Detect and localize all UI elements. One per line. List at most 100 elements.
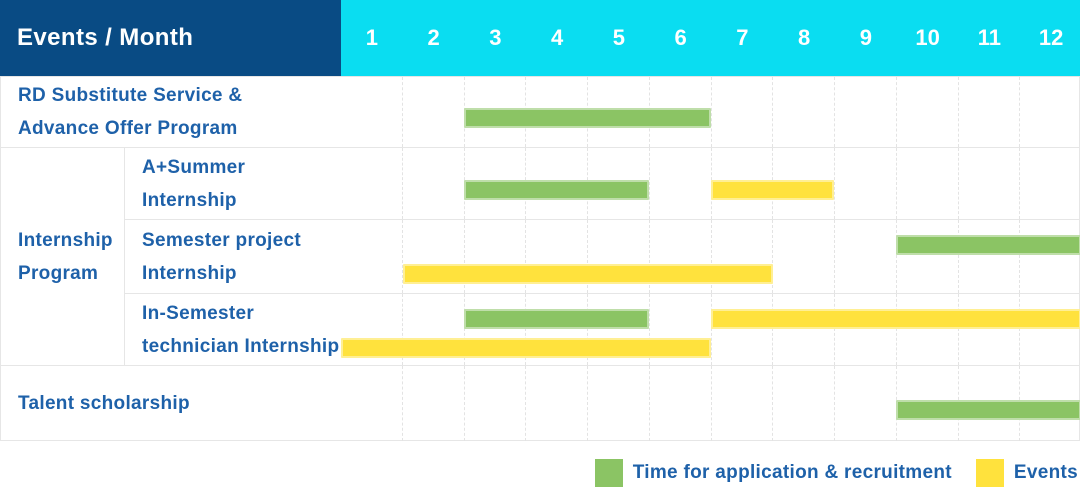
recruitment-bar bbox=[896, 399, 1080, 420]
timeline-in-semester-technician-internship bbox=[341, 293, 1080, 365]
month-label: 11 bbox=[977, 25, 1001, 50]
schedule-table: Events / Month 1 2 3 4 5 6 7 8 9 10 11 12 RD Substi… bbox=[0, 0, 1080, 441]
legend-label-recruitment: Time for application & recruitment bbox=[632, 461, 952, 483]
month-column bbox=[835, 294, 897, 365]
timeline-a-plus-summer-internship bbox=[341, 147, 1080, 219]
month-column bbox=[959, 77, 1021, 147]
month-column bbox=[1020, 148, 1080, 219]
month-column bbox=[465, 220, 527, 293]
month-column bbox=[835, 77, 897, 147]
row-label-in-semester-technician-internship: In-Semester technician Internship bbox=[125, 293, 341, 365]
row-label-rd-substitute-service: RD Substitute Service & Advance Offer Pr… bbox=[1, 76, 341, 147]
recruitment-bar bbox=[464, 108, 711, 128]
month-label: 9 bbox=[859, 25, 872, 50]
legend: Time for application & recruitment Event… bbox=[0, 441, 1080, 494]
month-column bbox=[897, 148, 959, 219]
month-column bbox=[588, 148, 650, 219]
row-label-line: Advance Offer Program bbox=[18, 118, 238, 139]
month-header-row: 1 2 3 4 5 6 7 8 9 10 11 12 bbox=[341, 0, 1080, 76]
month-label: 2 bbox=[427, 25, 440, 50]
page-title: Events / Month bbox=[17, 24, 194, 51]
group-label-line: Internship bbox=[18, 229, 113, 251]
month-label: 6 bbox=[674, 25, 687, 50]
recruitment-bar bbox=[464, 309, 650, 329]
row-label-semester-project-internship: Semester project Internship bbox=[125, 219, 341, 293]
month-column bbox=[897, 220, 959, 293]
group-label-internship-program: Internship Program bbox=[1, 147, 125, 365]
month-column bbox=[773, 148, 835, 219]
month-label: 8 bbox=[798, 25, 811, 50]
month-column bbox=[403, 294, 465, 365]
month-label: 12 bbox=[1038, 25, 1064, 50]
events-bar bbox=[711, 309, 1080, 329]
month-column bbox=[465, 294, 527, 365]
month-column bbox=[403, 77, 465, 147]
month-column bbox=[959, 148, 1021, 219]
month-column bbox=[341, 294, 403, 365]
month-column bbox=[1020, 77, 1080, 147]
month-column bbox=[959, 294, 1021, 365]
month-label: 1 bbox=[365, 25, 378, 50]
month-column bbox=[588, 220, 650, 293]
row-label-line: Talent scholarship bbox=[18, 393, 190, 414]
month-label: 3 bbox=[489, 25, 502, 50]
month-column bbox=[835, 366, 897, 441]
month-column bbox=[341, 366, 403, 441]
month-column bbox=[650, 220, 712, 293]
row-label-line: Semester project bbox=[142, 229, 301, 251]
month-column bbox=[959, 220, 1021, 293]
month-column bbox=[341, 77, 403, 147]
month-column bbox=[526, 294, 588, 365]
month-column bbox=[341, 220, 403, 293]
month-column bbox=[773, 77, 835, 147]
events-bar bbox=[402, 264, 773, 284]
row-label-line: Internship bbox=[142, 189, 237, 211]
row-label-a-plus-summer-internship: A+Summer Internship bbox=[125, 147, 341, 219]
month-label: 5 bbox=[612, 25, 625, 50]
row-label-line: Internship bbox=[142, 262, 237, 284]
month-column bbox=[897, 77, 959, 147]
legend-label-events: Events bbox=[1013, 461, 1078, 483]
month-column bbox=[465, 366, 527, 441]
month-column bbox=[712, 220, 774, 293]
events-bar bbox=[341, 338, 711, 358]
month-gridlines bbox=[341, 220, 1080, 293]
recruitment-color-swatch bbox=[594, 458, 623, 487]
month-column bbox=[341, 148, 403, 219]
month-column bbox=[712, 366, 774, 441]
timeline-rd-substitute-service bbox=[341, 76, 1080, 147]
timeline-semester-project-internship bbox=[341, 219, 1080, 293]
month-column bbox=[1020, 220, 1080, 293]
recruitment-bar bbox=[896, 235, 1080, 255]
month-column bbox=[1020, 294, 1080, 365]
month-column bbox=[403, 148, 465, 219]
month-column bbox=[588, 294, 650, 365]
row-label-talent-scholarship: Talent scholarship bbox=[1, 365, 341, 441]
row-label-line: technician Internship bbox=[142, 335, 340, 357]
group-label-line: Program bbox=[18, 262, 99, 284]
month-column bbox=[403, 220, 465, 293]
month-column bbox=[650, 294, 712, 365]
header-events-month-cell: Events / Month bbox=[0, 0, 341, 76]
month-column bbox=[712, 77, 774, 147]
events-bar bbox=[711, 179, 835, 200]
month-column bbox=[897, 294, 959, 365]
events-color-swatch bbox=[975, 458, 1004, 487]
month-column bbox=[773, 366, 835, 441]
row-label-line: In-Semester bbox=[142, 302, 255, 324]
month-column bbox=[588, 366, 650, 441]
month-gridlines bbox=[341, 294, 1080, 365]
month-label: 10 bbox=[915, 25, 940, 50]
month-column bbox=[773, 220, 835, 293]
month-column bbox=[712, 294, 774, 365]
row-label-line: A+Summer bbox=[142, 156, 246, 178]
month-label: 4 bbox=[551, 25, 564, 50]
recruitment-bar bbox=[464, 179, 650, 200]
month-column bbox=[650, 148, 712, 219]
month-column bbox=[650, 77, 712, 147]
month-column bbox=[526, 366, 588, 441]
month-column bbox=[650, 366, 712, 441]
month-label: 7 bbox=[736, 25, 749, 50]
row-label-line: RD Substitute Service & bbox=[18, 85, 243, 106]
